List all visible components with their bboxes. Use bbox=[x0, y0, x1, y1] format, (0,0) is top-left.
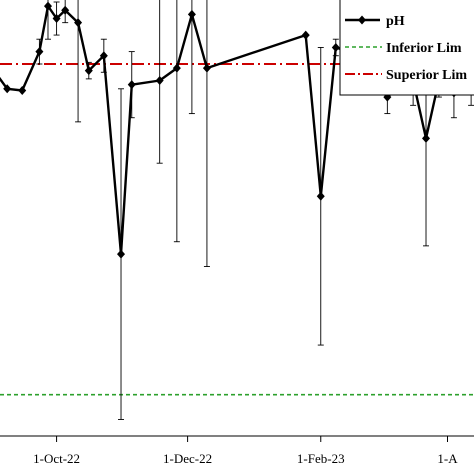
x-tick-label: 1-Dec-22 bbox=[163, 451, 212, 466]
x-tick-label: 1-A bbox=[437, 451, 458, 466]
ph-data-point bbox=[3, 84, 12, 94]
x-tick-label: 1-Feb-23 bbox=[297, 451, 345, 466]
ph-data-point bbox=[117, 249, 126, 259]
ph-data-point bbox=[202, 63, 211, 73]
ph-data-point bbox=[74, 18, 83, 28]
legend-label: Inferior Lim bbox=[386, 41, 462, 56]
ph-data-point bbox=[331, 42, 340, 52]
legend: pH Inferior Lim Superior Lim bbox=[339, 0, 474, 96]
ph-data-point bbox=[52, 14, 61, 24]
ph-data-point bbox=[43, 1, 52, 11]
x-axis-ticks: 1-Oct-22 1-Dec-22 1-Feb-23 1-A bbox=[33, 436, 458, 466]
ph-data-point bbox=[155, 76, 164, 86]
ph-data-point bbox=[172, 63, 181, 73]
legend-label: pH bbox=[386, 14, 405, 29]
ph-data-point bbox=[18, 85, 27, 95]
ph-data-point bbox=[301, 30, 310, 40]
ph-data-point bbox=[127, 80, 136, 90]
ph-data-point bbox=[99, 51, 108, 61]
ph-data-point bbox=[316, 191, 325, 201]
ph-data-point bbox=[422, 133, 431, 143]
x-tick-label: 1-Oct-22 bbox=[33, 451, 80, 466]
ph-data-point bbox=[61, 5, 70, 15]
legend-label: Superior Lim bbox=[386, 68, 467, 83]
reference-lines bbox=[0, 63, 474, 396]
ph-data-point bbox=[35, 47, 44, 57]
ph-data-point bbox=[187, 9, 196, 19]
legend-ph-marker bbox=[358, 15, 366, 25]
ph-data-point bbox=[84, 66, 93, 76]
